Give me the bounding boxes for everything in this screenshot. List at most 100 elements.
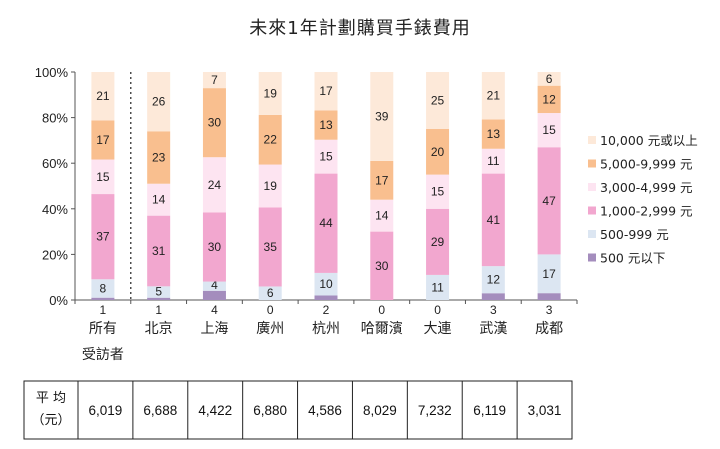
data-label: 15	[319, 150, 333, 164]
data-label: 0	[434, 303, 441, 317]
bar-segment	[537, 113, 561, 148]
data-label: 37	[96, 230, 110, 244]
data-label: 13	[319, 118, 333, 132]
data-label: 20	[431, 145, 445, 159]
data-label: 4	[211, 278, 218, 292]
category-label: 哈爾濱	[361, 321, 403, 337]
data-label: 0	[267, 303, 274, 317]
data-label: 23	[152, 151, 166, 165]
bar-segment	[537, 293, 561, 300]
data-label: 17	[542, 267, 556, 281]
average-value: 6,688	[143, 403, 177, 418]
data-label: 30	[208, 116, 222, 130]
bar-segment	[314, 295, 338, 300]
data-label: 41	[487, 213, 501, 227]
bar-segment	[258, 72, 282, 115]
category-label: 杭州	[312, 321, 340, 337]
bar-segment	[481, 72, 505, 120]
data-label: 2	[323, 303, 330, 317]
bar-segment	[147, 297, 171, 300]
bar-segment	[481, 173, 505, 267]
bar-segment	[147, 286, 171, 298]
average-label: 平 均	[36, 391, 66, 406]
category-label: 廣州	[256, 320, 284, 337]
data-label: 12	[542, 92, 556, 106]
bar-segment	[426, 174, 450, 209]
data-label: 30	[208, 240, 222, 254]
data-label: 31	[152, 244, 166, 258]
y-tick-label: 60%	[42, 156, 68, 171]
bar-segment	[537, 147, 561, 255]
average-value: 7,232	[418, 403, 452, 418]
data-label: 22	[264, 133, 278, 147]
data-label: 0	[378, 303, 385, 317]
bar-segment	[258, 207, 282, 287]
legend-label: 10,000 元或以上	[600, 133, 698, 148]
category-label: 成都	[535, 321, 563, 337]
y-tick-label: 40%	[42, 202, 68, 217]
data-label: 21	[487, 89, 501, 103]
data-label: 1	[155, 303, 162, 317]
category-label: 武漢	[479, 321, 507, 337]
y-tick-label: 20%	[42, 247, 68, 262]
bar-segment	[426, 72, 450, 129]
bar-segment	[258, 286, 282, 300]
data-label: 15	[431, 185, 445, 199]
category-label: 大連	[424, 321, 452, 337]
data-label: 11	[487, 154, 500, 168]
legend-swatch	[588, 136, 596, 144]
data-label: 11	[431, 280, 444, 294]
data-label: 15	[96, 170, 110, 184]
bar-segment	[370, 160, 394, 200]
data-label: 35	[264, 240, 278, 254]
legend-swatch	[588, 206, 596, 215]
data-label: 3	[546, 303, 553, 317]
bar-segment	[314, 72, 338, 111]
average-value: 4,586	[308, 403, 342, 418]
average-label: （元）	[31, 413, 70, 428]
data-label: 1	[100, 303, 107, 317]
bar-segment	[370, 231, 394, 300]
legend-label: 5,000-9,999 元	[600, 157, 693, 172]
data-label: 6	[267, 286, 274, 300]
average-value: 8,029	[363, 403, 397, 418]
bar-segment	[537, 254, 561, 294]
average-value: 6,880	[253, 403, 287, 418]
bar-segment	[481, 119, 505, 149]
data-label: 30	[375, 259, 389, 273]
data-label: 4	[211, 303, 218, 317]
data-label: 6	[546, 72, 553, 86]
bar-segment	[91, 120, 115, 160]
legend-label: 3,000-4,999 元	[600, 180, 693, 195]
bar-segment	[314, 139, 338, 174]
legend-label: 500-999 元	[600, 227, 669, 242]
data-label: 14	[375, 209, 389, 223]
data-label: 17	[96, 133, 110, 147]
category-label: 上海	[200, 321, 228, 337]
bar-segment	[426, 129, 450, 175]
bar-segment	[314, 110, 338, 140]
bar-segment	[537, 72, 561, 86]
data-label: 44	[319, 216, 333, 230]
data-label: 15	[542, 123, 556, 137]
bar-segment	[147, 183, 171, 216]
bar-segment	[147, 72, 171, 132]
bar-segment	[314, 272, 338, 296]
legend-swatch	[588, 183, 596, 191]
bar-segment	[202, 72, 226, 89]
data-label: 3	[490, 303, 497, 317]
bar-segment	[202, 212, 226, 282]
data-label: 29	[431, 235, 445, 249]
data-label: 19	[264, 179, 278, 193]
bar-segment	[426, 208, 450, 275]
data-label: 25	[431, 94, 445, 108]
data-label: 10	[319, 277, 333, 291]
average-value: 6,019	[89, 403, 123, 418]
average-value: 3,031	[528, 403, 562, 418]
legend-swatch	[588, 230, 596, 238]
data-label: 5	[155, 285, 162, 299]
y-tick-label: 0%	[49, 293, 68, 308]
y-tick-label: 100%	[35, 65, 69, 80]
bar-segment	[202, 290, 226, 300]
bar-segment	[426, 274, 450, 300]
